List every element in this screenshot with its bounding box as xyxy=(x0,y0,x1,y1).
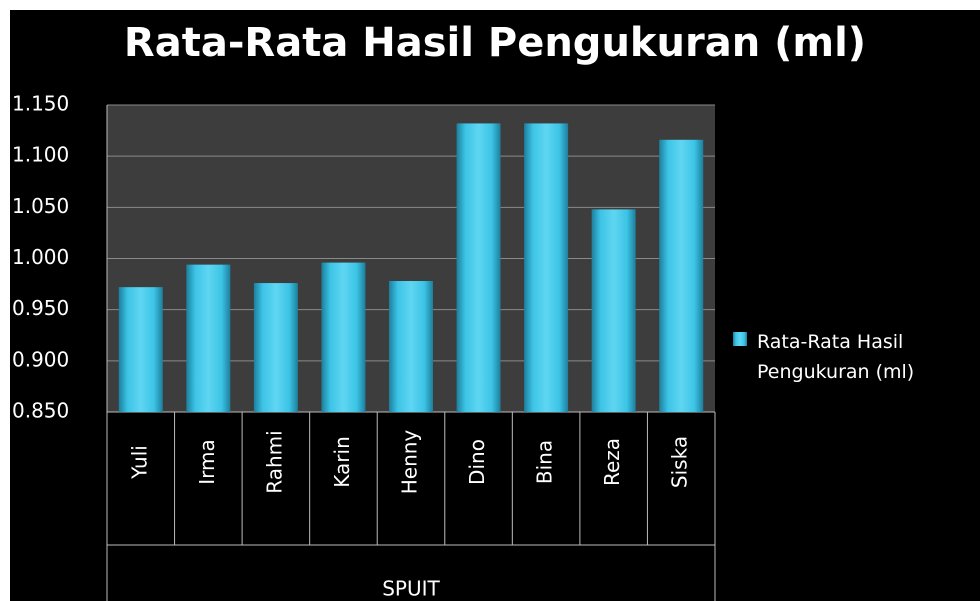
y-tick-label: 1.000 xyxy=(12,245,69,269)
x-axis-label: SPUIT xyxy=(382,577,440,601)
x-tick-label: Reza xyxy=(600,438,624,486)
bar xyxy=(321,262,366,412)
x-tick-label: Rahmi xyxy=(262,430,286,493)
x-tick-label: Bina xyxy=(533,440,557,484)
bar xyxy=(186,264,231,412)
bar xyxy=(118,287,163,412)
bar xyxy=(524,123,569,413)
bar xyxy=(456,123,501,413)
legend-label: Rata-Rata Hasil Pengukuran (ml) xyxy=(757,331,915,383)
bar xyxy=(253,283,298,412)
bar xyxy=(389,281,433,412)
y-tick-label: 1.100 xyxy=(12,143,69,167)
bar xyxy=(659,139,704,412)
bar xyxy=(591,209,636,412)
y-tick-label: 1.150 xyxy=(12,92,69,116)
x-tick-label: Dino xyxy=(465,439,489,485)
legend-marker xyxy=(733,332,747,346)
x-tick-label: Karin xyxy=(330,436,354,487)
x-tick-label: Henny xyxy=(398,430,422,495)
chart-title: Rata-Rata Hasil Pengukuran (ml) xyxy=(124,20,866,66)
y-tick-label: 0.950 xyxy=(12,296,69,320)
y-tick-label: 0.850 xyxy=(12,399,69,423)
x-tick-label: Siska xyxy=(668,436,692,488)
y-tick-label: 0.900 xyxy=(12,347,69,371)
y-tick-label: 1.050 xyxy=(12,194,69,218)
x-tick-label: Irma xyxy=(195,439,219,485)
x-tick-label: Yuli xyxy=(127,445,151,480)
